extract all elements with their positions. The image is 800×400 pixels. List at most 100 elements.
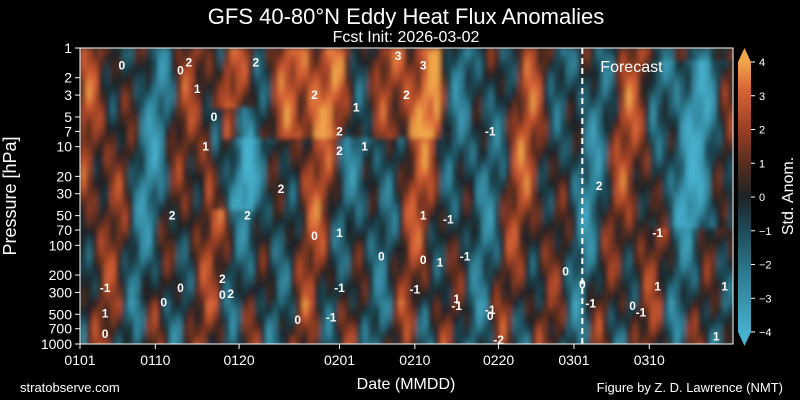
field-cell xyxy=(110,72,117,79)
field-cell xyxy=(662,96,669,103)
field-cell xyxy=(164,180,171,187)
field-cell xyxy=(506,306,513,313)
field-cell xyxy=(428,318,435,325)
field-cell xyxy=(326,300,333,307)
field-cell xyxy=(170,252,177,259)
field-cell xyxy=(440,294,447,301)
field-cell xyxy=(506,300,513,307)
field-cell xyxy=(212,186,219,193)
field-cell xyxy=(152,240,159,247)
field-cell xyxy=(230,60,237,67)
field-cell xyxy=(200,120,207,127)
field-cell xyxy=(332,312,339,319)
field-cell xyxy=(620,216,627,223)
field-cell xyxy=(536,72,543,79)
field-cell xyxy=(620,174,627,181)
field-cell xyxy=(356,174,363,181)
field-cell xyxy=(314,120,321,127)
field-cell xyxy=(650,54,657,61)
field-cell xyxy=(284,90,291,97)
field-cell xyxy=(236,162,243,169)
field-cell xyxy=(128,72,135,79)
field-cell xyxy=(98,234,105,241)
field-cell xyxy=(662,162,669,169)
field-cell xyxy=(398,294,405,301)
field-cell xyxy=(476,96,483,103)
field-cell xyxy=(218,192,225,199)
field-cell xyxy=(296,72,303,79)
field-cell xyxy=(290,72,297,79)
field-cell xyxy=(128,198,135,205)
field-cell xyxy=(614,264,621,271)
field-cell xyxy=(284,288,291,295)
field-cell xyxy=(152,138,159,145)
field-cell xyxy=(626,54,633,61)
field-cell xyxy=(560,324,567,331)
field-cell xyxy=(86,288,93,295)
field-cell xyxy=(200,240,207,247)
field-cell xyxy=(440,228,447,235)
field-cell xyxy=(542,204,549,211)
field-cell xyxy=(548,90,555,97)
field-cell xyxy=(314,198,321,205)
field-cell xyxy=(644,318,651,325)
field-cell xyxy=(626,294,633,301)
field-cell xyxy=(512,342,519,344)
field-cell xyxy=(368,306,375,313)
field-cell xyxy=(386,132,393,139)
field-cell xyxy=(500,246,507,253)
field-cell xyxy=(422,90,429,97)
field-cell xyxy=(398,300,405,307)
field-cell xyxy=(608,288,615,295)
field-cell xyxy=(182,222,189,229)
field-cell xyxy=(398,276,405,283)
field-cell xyxy=(464,276,471,283)
field-cell xyxy=(548,252,555,259)
field-cell xyxy=(326,180,333,187)
field-cell xyxy=(242,276,249,283)
field-cell xyxy=(284,228,291,235)
field-cell xyxy=(656,228,663,235)
field-cell xyxy=(608,120,615,127)
field-cell xyxy=(224,174,231,181)
field-cell xyxy=(260,72,267,79)
field-cell xyxy=(398,54,405,61)
field-cell xyxy=(638,210,645,217)
field-cell xyxy=(116,78,123,85)
field-cell xyxy=(458,258,465,265)
field-cell xyxy=(176,72,183,79)
field-cell xyxy=(446,72,453,79)
field-cell xyxy=(254,102,261,109)
field-cell xyxy=(386,288,393,295)
field-cell xyxy=(500,72,507,79)
field-cell xyxy=(668,186,675,193)
field-cell xyxy=(362,138,369,145)
field-cell xyxy=(440,126,447,133)
field-cell xyxy=(368,186,375,193)
field-cell xyxy=(302,132,309,139)
field-cell xyxy=(374,222,381,229)
field-cell xyxy=(524,240,531,247)
field-cell xyxy=(224,54,231,61)
field-cell xyxy=(314,252,321,259)
field-cell xyxy=(416,240,423,247)
field-cell xyxy=(344,330,351,337)
field-cell xyxy=(596,126,603,133)
field-cell xyxy=(224,228,231,235)
field-cell xyxy=(464,282,471,289)
field-cell xyxy=(518,210,525,217)
field-cell xyxy=(164,312,171,319)
field-cell xyxy=(362,114,369,121)
field-cell xyxy=(302,336,309,343)
field-cell xyxy=(452,306,459,313)
field-cell xyxy=(272,336,279,343)
field-cell xyxy=(302,264,309,271)
field-cell xyxy=(464,204,471,211)
field-cell xyxy=(434,156,441,163)
field-cell xyxy=(542,288,549,295)
field-cell xyxy=(674,126,681,133)
field-cell xyxy=(380,264,387,271)
field-cell xyxy=(596,216,603,223)
field-cell xyxy=(248,144,255,151)
field-cell xyxy=(266,114,273,121)
